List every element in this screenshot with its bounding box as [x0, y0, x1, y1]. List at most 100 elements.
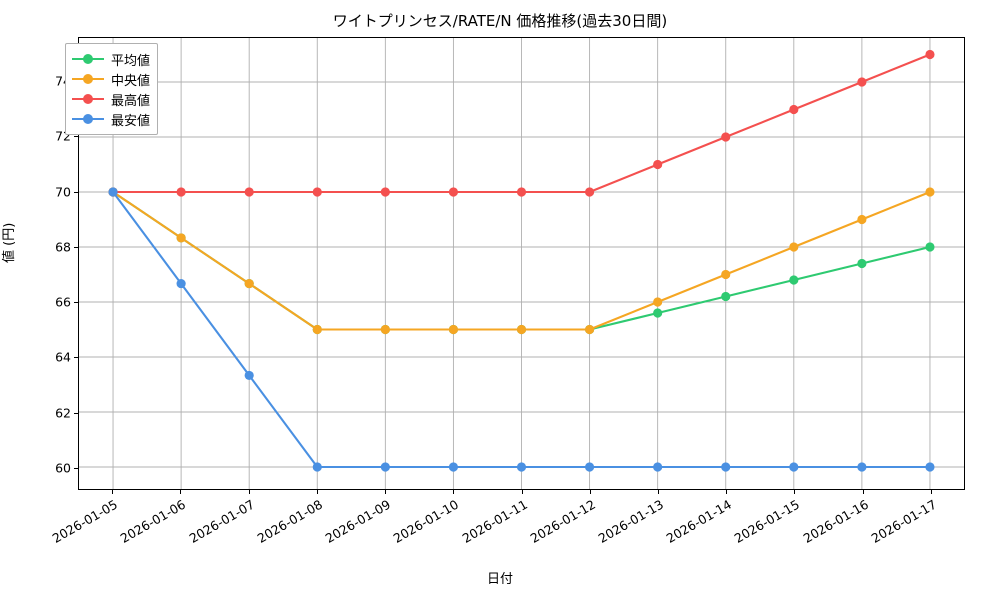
x-axis-tick-mark: [657, 490, 659, 494]
data-point: [176, 278, 186, 289]
y-axis-tick-label: 64: [55, 349, 71, 365]
y-axis-tick-label: 62: [55, 405, 71, 421]
y-axis-tick-mark: [74, 302, 78, 304]
x-axis-tick-label: 2026-01-08: [254, 496, 325, 546]
x-axis-tick-mark: [726, 490, 728, 494]
x-axis-tick-label: 2026-01-09: [322, 496, 394, 546]
series-最安値: [108, 187, 935, 472]
x-axis-tick-label: 2026-01-16: [800, 496, 871, 546]
series-平均値: [108, 187, 935, 335]
x-axis-tick-label: 2026-01-15: [732, 496, 803, 546]
x-axis-tick-label: 2026-01-07: [186, 496, 257, 546]
legend-item-最高値: 最高値: [72, 89, 150, 109]
y-axis-tick-label: 60: [55, 460, 71, 476]
data-point: [380, 324, 390, 335]
data-series-layer: [108, 49, 935, 472]
legend-marker-icon: [72, 112, 104, 126]
y-axis-tick-mark: [74, 357, 78, 359]
data-point: [721, 269, 731, 280]
chart-title: ワイトプリンセス/RATE/N 価格推移(過去30日間): [332, 12, 668, 30]
y-axis-tick-label: 70: [55, 184, 71, 200]
data-point: [312, 187, 322, 197]
data-point: [653, 297, 663, 307]
data-point: [584, 187, 595, 197]
data-point: [789, 462, 799, 472]
data-point: [721, 132, 731, 142]
data-point: [448, 324, 459, 335]
data-point: [721, 291, 731, 302]
data-point: [244, 278, 254, 289]
data-point: [653, 159, 663, 170]
data-point: [925, 242, 935, 252]
legend-marker-icon: [72, 52, 104, 66]
data-point: [789, 104, 799, 115]
data-point: [448, 462, 459, 472]
data-point: [925, 462, 935, 472]
y-axis-label: 値 (円): [2, 222, 17, 263]
series-line: [111, 53, 932, 194]
x-axis-tick-mark: [453, 490, 455, 494]
plot-area: [78, 37, 965, 490]
data-point: [925, 187, 935, 197]
x-axis-tick-label: 2026-01-13: [595, 496, 667, 546]
y-axis-tick-mark: [74, 246, 78, 248]
x-axis-tick-mark: [862, 490, 864, 494]
data-point: [857, 462, 867, 472]
data-point: [380, 187, 390, 197]
series-最高値: [108, 49, 935, 197]
y-axis-tick-mark: [74, 191, 78, 193]
data-point: [721, 462, 731, 472]
data-point: [176, 233, 186, 243]
data-point: [380, 462, 390, 472]
legend-marker-icon: [72, 92, 104, 106]
x-axis-tick-label: 2026-01-17: [868, 496, 939, 546]
x-axis-tick-label: 2026-01-12: [527, 496, 598, 546]
x-axis-tick-mark: [385, 490, 387, 494]
legend-label: 最高値: [111, 93, 151, 109]
data-point: [653, 308, 663, 318]
data-point: [516, 187, 527, 197]
legend-item-平均値: 平均値: [72, 49, 150, 69]
data-point: [584, 462, 595, 472]
x-axis-tick-label: 2026-01-10: [390, 496, 462, 546]
x-axis-tick-mark: [112, 490, 114, 494]
x-axis-tick-mark: [589, 490, 591, 494]
legend-marker-icon: [72, 72, 104, 86]
y-axis-tick-label: 66: [55, 294, 71, 310]
data-point: [925, 49, 935, 60]
x-axis-tick-label: 2026-01-05: [49, 496, 121, 546]
x-axis-tick-mark: [521, 490, 523, 494]
data-point: [312, 462, 322, 472]
data-point: [312, 324, 322, 335]
y-axis-tick-mark: [74, 136, 78, 138]
chart-legend: 平均値中央値最高値最安値: [65, 43, 159, 135]
legend-label: 最安値: [111, 113, 151, 129]
legend-item-最安値: 最安値: [72, 109, 150, 129]
data-point: [244, 370, 254, 381]
data-point: [516, 324, 527, 335]
data-point: [584, 324, 595, 335]
data-point: [516, 462, 527, 472]
x-axis-tick-label: 2026-01-11: [459, 496, 530, 546]
x-axis-tick-mark: [316, 490, 318, 494]
data-point: [108, 187, 118, 197]
x-axis-tick-label: 2026-01-06: [117, 496, 189, 546]
x-axis-tick-mark: [248, 490, 250, 494]
x-axis-label: 日付: [486, 572, 513, 587]
series-中央値: [108, 187, 935, 335]
y-axis-tick-label: 68: [55, 239, 71, 255]
data-point: [653, 462, 663, 472]
x-axis-tick-mark: [180, 490, 182, 494]
x-axis-tick-label: 2026-01-14: [663, 496, 735, 546]
data-point: [448, 187, 459, 197]
series-line: [111, 190, 932, 331]
data-point: [857, 258, 867, 269]
series-line: [111, 190, 932, 331]
y-axis-tick-mark: [74, 412, 78, 414]
data-point: [244, 187, 254, 197]
legend-label: 中央値: [111, 73, 151, 89]
data-point: [857, 77, 867, 87]
x-axis-tick-mark: [794, 490, 796, 494]
legend-item-中央値: 中央値: [72, 69, 150, 89]
